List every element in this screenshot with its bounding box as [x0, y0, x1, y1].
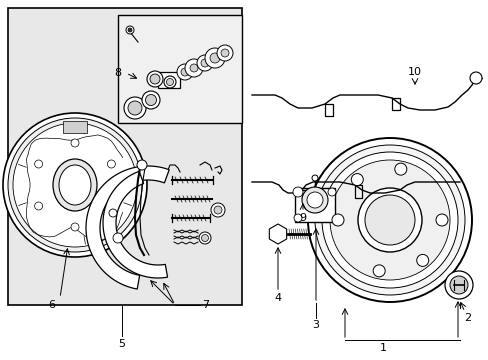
Circle shape — [197, 55, 213, 71]
Circle shape — [177, 64, 193, 80]
Circle shape — [71, 223, 79, 231]
Text: 6: 6 — [48, 300, 55, 310]
Circle shape — [331, 214, 343, 226]
Circle shape — [109, 209, 117, 217]
Circle shape — [364, 195, 414, 245]
Polygon shape — [86, 166, 169, 289]
Text: 4: 4 — [274, 293, 281, 303]
Bar — [118, 15, 242, 123]
Circle shape — [201, 234, 208, 242]
Circle shape — [199, 232, 210, 244]
Circle shape — [302, 187, 327, 213]
Circle shape — [150, 74, 160, 84]
Circle shape — [184, 59, 203, 77]
Circle shape — [469, 72, 481, 84]
Circle shape — [416, 255, 428, 266]
Circle shape — [128, 28, 132, 32]
Circle shape — [71, 139, 79, 147]
Circle shape — [292, 187, 303, 197]
Circle shape — [142, 91, 160, 109]
Circle shape — [8, 118, 142, 252]
Circle shape — [217, 45, 232, 61]
Bar — [63, 121, 87, 133]
Circle shape — [3, 113, 147, 257]
Circle shape — [163, 76, 176, 88]
Circle shape — [329, 160, 449, 280]
Circle shape — [307, 138, 471, 302]
Circle shape — [145, 95, 156, 105]
Circle shape — [204, 48, 224, 68]
Circle shape — [372, 265, 385, 277]
Bar — [294, 188, 334, 222]
Bar — [8, 8, 242, 305]
Text: 5: 5 — [118, 339, 125, 349]
Circle shape — [314, 145, 464, 295]
Circle shape — [449, 276, 467, 294]
Bar — [158, 72, 180, 88]
Text: 8: 8 — [114, 68, 122, 78]
Circle shape — [124, 97, 146, 119]
Text: 1: 1 — [379, 343, 386, 353]
Circle shape — [107, 160, 115, 168]
Circle shape — [201, 59, 208, 67]
Circle shape — [306, 192, 323, 208]
Circle shape — [327, 188, 335, 196]
Circle shape — [190, 64, 198, 72]
Circle shape — [35, 202, 42, 210]
Text: 3: 3 — [312, 320, 319, 330]
Circle shape — [107, 202, 115, 210]
Circle shape — [435, 214, 447, 226]
Circle shape — [166, 78, 173, 86]
Circle shape — [221, 49, 228, 57]
Circle shape — [113, 233, 123, 243]
Text: 10: 10 — [407, 67, 421, 77]
Text: 7: 7 — [202, 300, 209, 310]
Text: 9: 9 — [299, 213, 306, 223]
Circle shape — [321, 152, 457, 288]
Circle shape — [209, 53, 220, 63]
Circle shape — [214, 206, 222, 214]
Circle shape — [444, 271, 472, 299]
Circle shape — [126, 26, 134, 34]
Circle shape — [350, 174, 363, 186]
Circle shape — [128, 101, 142, 115]
Circle shape — [210, 203, 224, 217]
Circle shape — [394, 163, 406, 175]
Circle shape — [181, 68, 189, 76]
Circle shape — [147, 71, 163, 87]
Circle shape — [35, 160, 42, 168]
Ellipse shape — [59, 165, 91, 205]
Text: 2: 2 — [464, 313, 470, 323]
Polygon shape — [103, 171, 167, 278]
Circle shape — [311, 175, 317, 181]
Ellipse shape — [53, 159, 97, 211]
Circle shape — [13, 123, 137, 247]
Circle shape — [293, 214, 302, 222]
Circle shape — [137, 160, 147, 170]
Circle shape — [357, 188, 421, 252]
